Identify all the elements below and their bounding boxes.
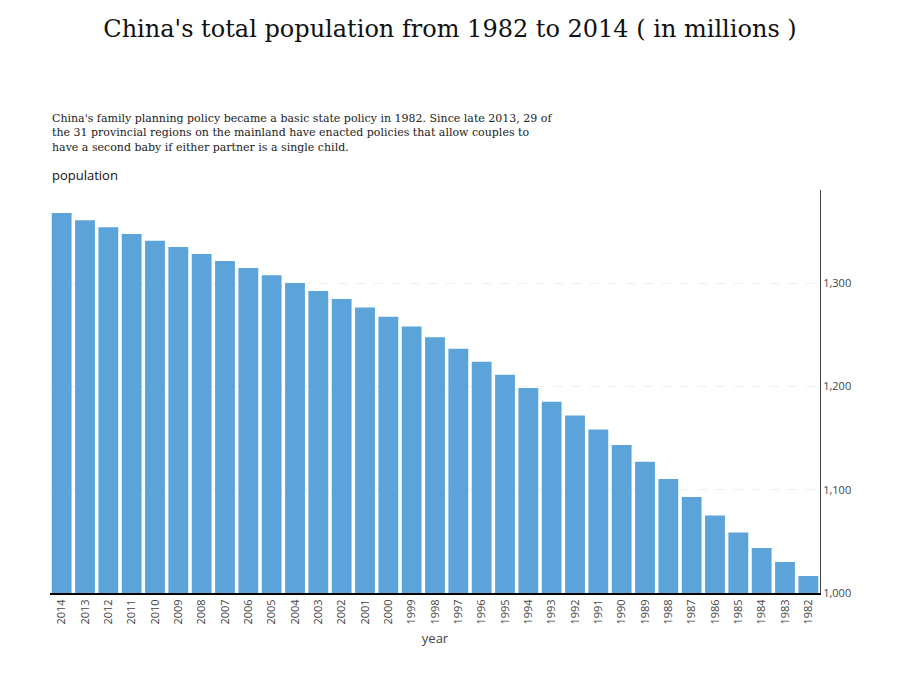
svg-text:2004: 2004 [287,599,302,625]
svg-text:1990: 1990 [613,599,628,624]
svg-text:2009: 2009 [170,599,185,624]
svg-text:2006: 2006 [240,599,255,624]
svg-text:1996: 1996 [473,599,488,624]
svg-text:2005: 2005 [263,599,278,624]
svg-text:1998: 1998 [427,599,442,624]
svg-text:1989: 1989 [637,599,652,624]
svg-text:1999: 1999 [403,599,418,624]
svg-text:1,100: 1,100 [823,482,851,497]
svg-text:China's total population from: China's total population from 1982 to 20… [103,15,796,43]
svg-text:1987: 1987 [683,599,698,624]
svg-text:1985: 1985 [730,599,745,624]
svg-text:2010: 2010 [147,599,162,624]
svg-text:1994: 1994 [520,599,535,625]
svg-text:1988: 1988 [660,599,675,624]
svg-text:1986: 1986 [707,599,722,624]
svg-text:2012: 2012 [100,599,115,624]
svg-text:1984: 1984 [753,599,768,625]
svg-text:1,300: 1,300 [823,275,851,290]
svg-text:2008: 2008 [193,599,208,624]
svg-text:2000: 2000 [380,599,395,624]
svg-text:1,200: 1,200 [823,378,851,393]
svg-text:year: year [422,629,449,647]
svg-text:2003: 2003 [310,599,325,624]
svg-text:1995: 1995 [497,599,512,624]
svg-text:2002: 2002 [333,599,348,624]
svg-text:China's family planning policy: China's family planning policy became a … [52,112,552,154]
svg-text:1992: 1992 [567,599,582,624]
svg-text:2013: 2013 [77,599,92,624]
svg-text:1997: 1997 [450,599,465,624]
svg-text:2011: 2011 [123,599,138,624]
svg-text:1,000: 1,000 [823,585,851,600]
svg-text:1991: 1991 [590,599,605,624]
svg-text:population: population [52,166,118,184]
svg-text:2001: 2001 [357,599,372,624]
svg-text:1993: 1993 [543,599,558,624]
svg-text:2007: 2007 [217,599,232,624]
svg-text:1982: 1982 [800,599,815,624]
svg-text:1983: 1983 [777,599,792,624]
svg-text:2014: 2014 [53,599,68,625]
